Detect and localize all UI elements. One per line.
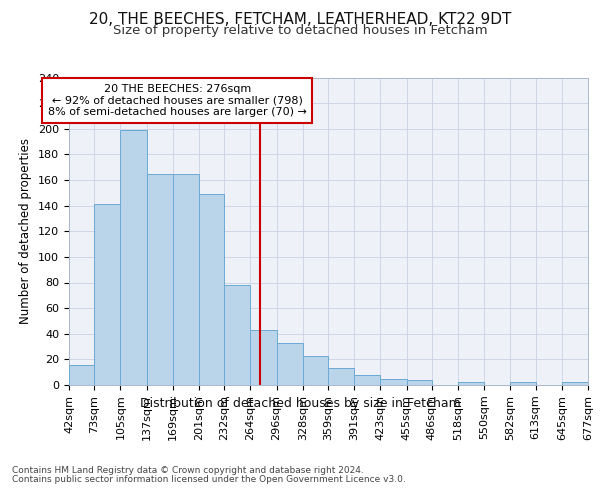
- Text: 20, THE BEECHES, FETCHAM, LEATHERHEAD, KT22 9DT: 20, THE BEECHES, FETCHAM, LEATHERHEAD, K…: [89, 12, 511, 28]
- Text: Contains public sector information licensed under the Open Government Licence v3: Contains public sector information licen…: [12, 475, 406, 484]
- Text: Distribution of detached houses by size in Fetcham: Distribution of detached houses by size …: [140, 398, 460, 410]
- Bar: [121, 130, 146, 385]
- Y-axis label: Number of detached properties: Number of detached properties: [19, 138, 32, 324]
- Bar: [407, 380, 432, 385]
- Bar: [562, 382, 588, 385]
- Bar: [94, 204, 121, 385]
- Bar: [199, 194, 224, 385]
- Bar: [173, 174, 199, 385]
- Bar: [303, 356, 328, 385]
- Bar: [354, 375, 380, 385]
- Bar: [511, 382, 536, 385]
- Bar: [69, 364, 94, 385]
- Bar: [458, 382, 484, 385]
- Bar: [380, 378, 407, 385]
- Bar: [277, 342, 303, 385]
- Text: Contains HM Land Registry data © Crown copyright and database right 2024.: Contains HM Land Registry data © Crown c…: [12, 466, 364, 475]
- Bar: [224, 285, 250, 385]
- Text: 20 THE BEECHES: 276sqm
← 92% of detached houses are smaller (798)
8% of semi-det: 20 THE BEECHES: 276sqm ← 92% of detached…: [48, 84, 307, 117]
- Bar: [328, 368, 354, 385]
- Text: Size of property relative to detached houses in Fetcham: Size of property relative to detached ho…: [113, 24, 487, 37]
- Bar: [146, 174, 173, 385]
- Bar: [250, 330, 277, 385]
